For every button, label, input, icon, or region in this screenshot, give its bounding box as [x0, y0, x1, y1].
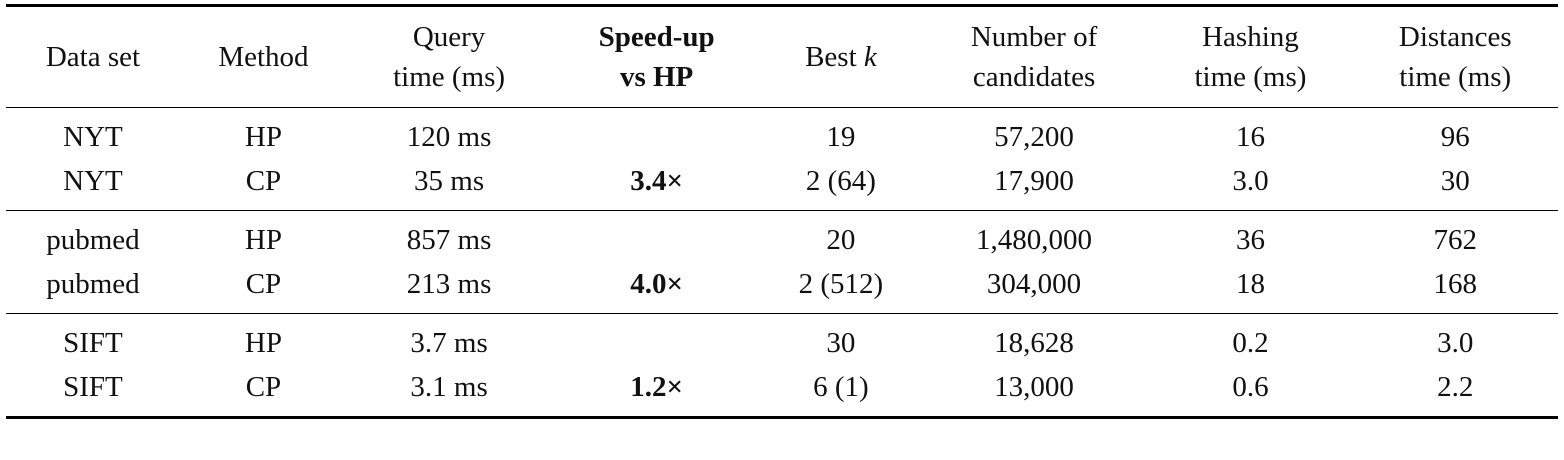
- cell-dataset: pubmed: [46, 224, 140, 256]
- header-best-k: Best k: [805, 41, 877, 73]
- table-group: pubmed HP 857 ms 20 1,480,000 36 762 pubmed CP 21…: [6, 211, 1558, 314]
- cell-speedup: 1.2×: [630, 371, 684, 403]
- header-speedup: Speed-up vs HP: [598, 21, 715, 93]
- results-table: Data set Method Query time (ms) Speed-up v…: [6, 4, 1558, 419]
- header-query-time: Query time (ms): [393, 21, 506, 93]
- cell-hashing-time: 16: [1235, 121, 1265, 153]
- cell-hashing-time: 3.0: [1232, 165, 1269, 197]
- cell-method: CP: [245, 268, 282, 300]
- cell-speedup: [551, 108, 762, 160]
- header-method: Method: [218, 41, 309, 73]
- cell-best-k: 6 (1): [813, 371, 869, 403]
- cell-candidates: 1,480,000: [976, 224, 1093, 256]
- cell-method: CP: [245, 371, 282, 403]
- cell-distances-time: 3.0: [1437, 327, 1474, 359]
- cell-best-k: 2 (64): [805, 165, 876, 197]
- cell-best-k: 20: [826, 224, 856, 256]
- cell-best-k: 19: [826, 121, 856, 153]
- cell-method: HP: [244, 327, 282, 359]
- cell-candidates: 13,000: [994, 371, 1074, 403]
- header-candidates: Number of candidates: [970, 21, 1098, 93]
- cell-distances-time: 168: [1433, 268, 1478, 300]
- cell-dataset: NYT: [63, 165, 123, 197]
- cell-distances-time: 2.2: [1437, 371, 1474, 403]
- header-dataset: Data set: [45, 41, 141, 73]
- cell-candidates: 18,628: [994, 327, 1074, 359]
- header-row: Data set Method Query time (ms) Speed-up v…: [6, 5, 1558, 108]
- cell-hashing-time: 18: [1235, 268, 1265, 300]
- table-row: NYT CP 35 ms 3.4× 2 (64) 17,900 3.0 30: [6, 159, 1558, 211]
- cell-speedup: [551, 314, 762, 366]
- cell-dataset: pubmed: [46, 268, 140, 300]
- cell-dataset: SIFT: [63, 371, 123, 403]
- table-group: SIFT HP 3.7 ms 30 18,628 0.2 3.0 SIFT CP 3.1 ms 1.…: [6, 314, 1558, 418]
- cell-method: HP: [244, 121, 282, 153]
- cell-candidates: 17,900: [994, 165, 1074, 197]
- cell-dataset: NYT: [63, 121, 123, 153]
- cell-candidates: 57,200: [994, 121, 1074, 153]
- header-distances-time: Distances time (ms): [1398, 21, 1512, 93]
- cell-distances-time: 30: [1440, 165, 1470, 197]
- cell-distances-time: 762: [1433, 224, 1478, 256]
- cell-query-time: 857 ms: [406, 224, 492, 256]
- header-hashing-time: Hashing time (ms): [1194, 21, 1307, 93]
- results-table-container: Data set Method Query time (ms) Speed-up v…: [6, 4, 1558, 419]
- cell-method: HP: [244, 224, 282, 256]
- table-row: SIFT HP 3.7 ms 30 18,628 0.2 3.0: [6, 314, 1558, 366]
- cell-distances-time: 96: [1440, 121, 1470, 153]
- cell-query-time: 35 ms: [414, 165, 485, 197]
- cell-method: CP: [245, 165, 282, 197]
- table-row: NYT HP 120 ms 19 57,200 16 96: [6, 108, 1558, 160]
- cell-dataset: SIFT: [63, 327, 123, 359]
- cell-query-time: 3.1 ms: [410, 371, 488, 403]
- cell-speedup: 3.4×: [630, 165, 684, 197]
- cell-query-time: 3.7 ms: [410, 327, 488, 359]
- cell-speedup: [551, 211, 762, 263]
- cell-query-time: 213 ms: [406, 268, 492, 300]
- table-row: SIFT CP 3.1 ms 1.2× 6 (1) 13,000 0.6 2.2: [6, 365, 1558, 418]
- cell-best-k: 2 (512): [798, 268, 884, 300]
- cell-hashing-time: 0.6: [1232, 371, 1269, 403]
- cell-hashing-time: 0.2: [1232, 327, 1269, 359]
- table-group: NYT HP 120 ms 19 57,200 16 96 NYT CP 35 ms 3.4× 2 (…: [6, 108, 1558, 211]
- table-row: pubmed CP 213 ms 4.0× 2 (512) 304,000 18 168: [6, 262, 1558, 314]
- cell-speedup: 4.0×: [630, 268, 684, 300]
- cell-candidates: 304,000: [986, 268, 1082, 300]
- table-row: pubmed HP 857 ms 20 1,480,000 36 762: [6, 211, 1558, 263]
- cell-hashing-time: 36: [1235, 224, 1265, 256]
- cell-query-time: 120 ms: [406, 121, 492, 153]
- cell-best-k: 30: [826, 327, 856, 359]
